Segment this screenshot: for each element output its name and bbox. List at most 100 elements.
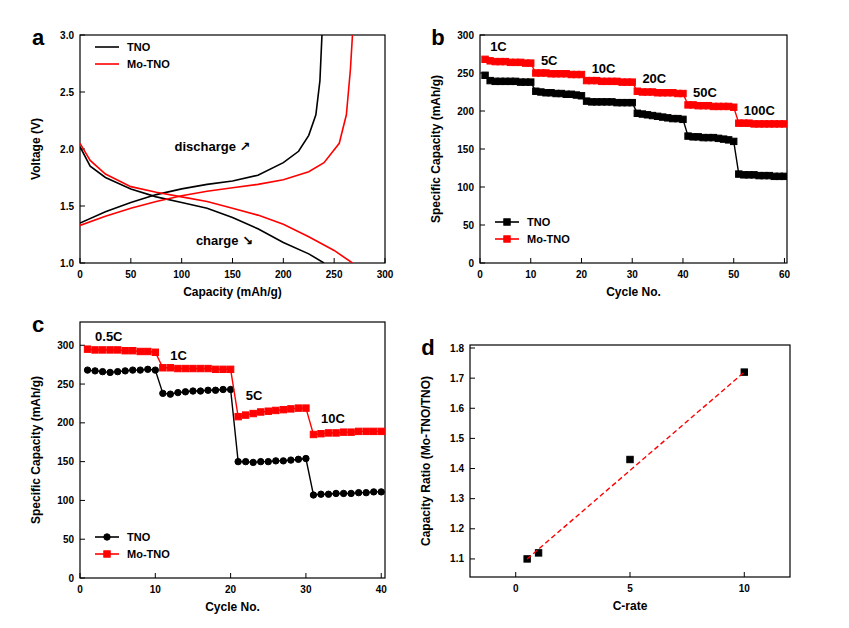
legend-entry: TNO [495, 216, 551, 228]
y-tick-label: 1.6 [450, 403, 464, 414]
data-point [250, 459, 256, 465]
data-point [167, 365, 173, 371]
data-point [288, 457, 294, 463]
y-tick [480, 225, 485, 226]
y-axis-title: Capacity Ratio (Mo-TNO/TNO) [419, 376, 433, 546]
y-tick [80, 500, 85, 501]
series-line [88, 349, 382, 434]
x-tick-label: 5 [627, 583, 633, 594]
data-point [273, 458, 279, 464]
data-point [378, 428, 384, 434]
plot-data [84, 346, 384, 498]
legend-entry: TNO [95, 531, 151, 543]
data-point [160, 390, 166, 396]
data-point [107, 369, 113, 375]
series-line [88, 369, 382, 495]
panel-label: c [32, 312, 44, 337]
y-tick-label: 150 [57, 456, 74, 467]
data-point [212, 387, 218, 393]
panel-label: b [431, 25, 444, 50]
x-tick [630, 572, 631, 577]
x-axis-title: C-rate [613, 599, 648, 613]
legend-entry: Mo-TNO [95, 548, 170, 560]
data-point [731, 104, 737, 110]
data-point [348, 490, 354, 496]
data-point [340, 490, 346, 496]
data-point [220, 386, 226, 392]
y-tick [80, 263, 85, 264]
x-tick [130, 258, 131, 263]
data-point [629, 99, 635, 105]
x-tick-label: 250 [326, 269, 343, 280]
data-point [130, 348, 136, 354]
curve [80, 143, 352, 263]
y-tick-label: 1.5 [60, 201, 74, 212]
data-point [197, 388, 203, 394]
data-point [731, 138, 737, 144]
data-point [378, 489, 384, 495]
y-tick [80, 461, 85, 462]
rate-label: 0.5C [95, 329, 123, 344]
x-tick [232, 258, 233, 263]
plot-frame [470, 345, 790, 577]
y-tick [470, 498, 475, 499]
data-point [160, 365, 166, 371]
y-tick-label: 1.5 [450, 433, 464, 444]
x-tick-label: 300 [377, 269, 394, 280]
x-tick-label: 50 [125, 269, 137, 280]
panel: 05101.11.21.31.41.51.61.71.8C-rateCapaci… [419, 335, 790, 613]
data-point [363, 489, 369, 495]
y-tick [80, 422, 85, 423]
y-tick-label: 300 [457, 30, 474, 41]
x-axis-title: Cycle No. [205, 600, 260, 614]
legend-label: TNO [127, 41, 151, 53]
plot-frame [80, 322, 385, 578]
y-tick [480, 187, 485, 188]
legend-swatch [95, 46, 119, 48]
data-point [318, 491, 324, 497]
y-tick-label: 0 [468, 258, 474, 269]
data-point [318, 431, 324, 437]
data-point [265, 458, 271, 464]
series-line [527, 372, 744, 559]
data-point [122, 368, 128, 374]
y-tick-label: 1.1 [450, 553, 464, 564]
data-point [205, 365, 211, 371]
y-tick [80, 92, 85, 93]
x-tick [230, 573, 231, 578]
x-tick-label: 0 [77, 269, 83, 280]
x-tick [682, 258, 683, 263]
data-point [333, 430, 339, 436]
y-axis-title: Voltage (V) [29, 118, 43, 180]
x-tick [381, 573, 382, 578]
data-point [310, 492, 316, 498]
legend-marker [504, 236, 510, 242]
x-tick-label: 30 [627, 269, 639, 280]
data-point [295, 405, 301, 411]
data-point [212, 366, 218, 372]
legend-swatch [95, 63, 119, 65]
data-point [528, 60, 534, 66]
y-tick [470, 408, 475, 409]
x-tick-label: 10 [150, 584, 162, 595]
x-tick [632, 258, 633, 263]
data-point [340, 429, 346, 435]
y-tick [80, 539, 85, 540]
data-point [99, 368, 105, 374]
plot-data [80, 35, 352, 263]
data-point [781, 173, 787, 179]
rate-label: 10C [321, 411, 345, 426]
rate-label: 20C [642, 71, 666, 86]
legend-label: Mo-TNO [127, 58, 170, 70]
data-point [137, 348, 143, 354]
data-point [288, 406, 294, 412]
y-tick-label: 0 [68, 573, 74, 584]
y-axis-title: Specific Capacity (mAh/g) [29, 376, 43, 524]
annotation: discharge ↗ [175, 139, 251, 154]
legend-label: TNO [527, 216, 551, 228]
y-tick-label: 50 [463, 220, 475, 231]
data-point [325, 430, 331, 436]
y-tick [470, 348, 475, 349]
data-point [92, 368, 98, 374]
x-axis-title: Capacity (mAh/g) [183, 285, 282, 299]
